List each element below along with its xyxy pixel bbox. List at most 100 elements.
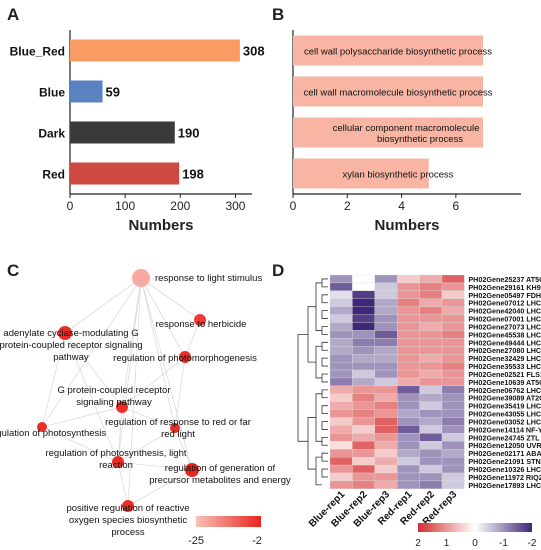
network-edge [117, 461, 129, 507]
heatmap-cell [352, 457, 375, 466]
dendrogram-branch [315, 393, 322, 442]
heatmap-cell [352, 290, 375, 299]
heatmap-row-label: PH02Gene14114 NF-YC4 [468, 425, 541, 434]
heatmap-cell [329, 346, 353, 355]
network-node-label: regulation of response to red or far red … [105, 417, 251, 440]
heatmap-cell [352, 330, 375, 339]
heatmap-cell [397, 377, 420, 387]
heatmap-cell [329, 274, 353, 284]
heatmap-cell [352, 417, 375, 426]
x-tick-label: 0 [67, 199, 74, 213]
network-edge [64, 332, 119, 463]
dendrogram-branch [321, 310, 328, 319]
heatmap-row-label: PH02Gene43055 LHCB6 [468, 410, 541, 419]
dendrogram-branch [321, 452, 328, 462]
network-node [185, 463, 199, 477]
network-edge [64, 277, 142, 334]
network-node-label: positive regulation of reactive oxygen sp… [66, 503, 189, 538]
network-edge [121, 406, 176, 429]
heatmap-cell [441, 417, 465, 426]
heatmap-cell [397, 330, 420, 339]
heatmap-cell [441, 480, 465, 489]
heatmap-cell [397, 401, 420, 410]
heatmap-cell [329, 401, 353, 410]
heatmap-cell [352, 354, 375, 363]
network-node [58, 326, 72, 340]
heatmap-cell [329, 290, 353, 299]
dendrogram-branch [315, 345, 322, 379]
heatmap-cell [441, 409, 465, 418]
heatmap-cell [397, 457, 420, 466]
x-tick-label: 6 [453, 199, 460, 213]
network-node-label: response to herbicide [156, 319, 247, 330]
network-edge [64, 332, 123, 408]
heatmap-cell [397, 449, 420, 458]
heatmap-cell [374, 401, 398, 410]
network-node-label: response to light stimulus [155, 273, 262, 284]
heatmap-cell [441, 425, 465, 434]
network-node-label: regulation of photosynthesis [0, 428, 106, 439]
colorbar-tick-label: 0 [472, 538, 478, 549]
heatmap-cell [352, 274, 375, 284]
heatmap-cell [397, 409, 420, 418]
heatmap-cell [374, 369, 398, 379]
heatmap-cell [419, 290, 443, 299]
heatmap-cell [441, 385, 465, 394]
network-node [170, 423, 180, 433]
heatmap-row-label: PH02Gene05497 FDH [468, 291, 541, 300]
network-edge [41, 426, 119, 463]
heatmap-cell [329, 433, 353, 442]
heatmap-cell [441, 306, 465, 315]
network-node [122, 500, 134, 512]
heatmap-cell [441, 369, 465, 379]
bar-term-label: cell wall polysaccharide biosynthetic pr… [304, 47, 492, 58]
dendrogram-branch [315, 282, 322, 331]
heatmap-cell [397, 290, 420, 299]
heatmap-cell [419, 433, 443, 442]
heatmap-cell [329, 369, 353, 379]
dendrogram-branch [321, 357, 328, 367]
heatmap-row-label: PH02Gene27073 LHCB4.2 [468, 322, 541, 331]
heatmap-cell [374, 425, 398, 434]
heatmap-row-label: PH02Gene07012 LHCB4.2 [468, 299, 541, 308]
network-edge [121, 277, 142, 408]
category-label: Red [42, 168, 65, 182]
heatmap-cell [352, 433, 375, 442]
bar-red [70, 162, 180, 185]
heatmap-cell [441, 361, 465, 371]
heatmap-cell [329, 409, 353, 418]
panel-c-network: response to light stimulus response to he… [0, 269, 291, 547]
heatmap-cell [397, 385, 420, 394]
heatmap-cell [329, 361, 353, 371]
panel-d-colorbar [418, 523, 532, 532]
heatmap-cell [441, 457, 465, 466]
network-node [132, 269, 150, 287]
colorbar-tick-label: 2 [415, 538, 421, 549]
dendrogram-branch [297, 334, 308, 442]
heatmap-cell [374, 472, 398, 482]
heatmap-cell [441, 314, 465, 323]
heatmap-cell [419, 464, 443, 474]
heatmap-cell [374, 322, 398, 331]
panel-c-legend-min: -25 [188, 535, 204, 547]
x-tick-label: 200 [170, 199, 190, 213]
network-edge [117, 461, 193, 471]
heatmap-cell [397, 393, 420, 402]
heatmap-cell [374, 377, 398, 387]
network-edge [174, 427, 193, 471]
heatmap-cell [374, 346, 398, 355]
heatmap-cell [352, 346, 375, 355]
heatmap-cell [352, 322, 375, 331]
heatmap-cell [397, 306, 420, 315]
dendrogram-branch [321, 436, 328, 446]
panel-c-legend-max: -2 [252, 535, 262, 547]
x-tick-label: 300 [225, 199, 245, 213]
heatmap-cell [419, 472, 443, 482]
heatmap-row-label: PH02Gene17893 LHCA2 [468, 481, 541, 490]
colorbar-tick-label: 1 [444, 538, 450, 549]
colorbar-tick-label: -1 [499, 538, 508, 549]
heatmap-cell [419, 282, 443, 291]
heatmap-cell [397, 417, 420, 426]
heatmap-cell [441, 464, 465, 474]
heatmap-cell [374, 290, 398, 299]
